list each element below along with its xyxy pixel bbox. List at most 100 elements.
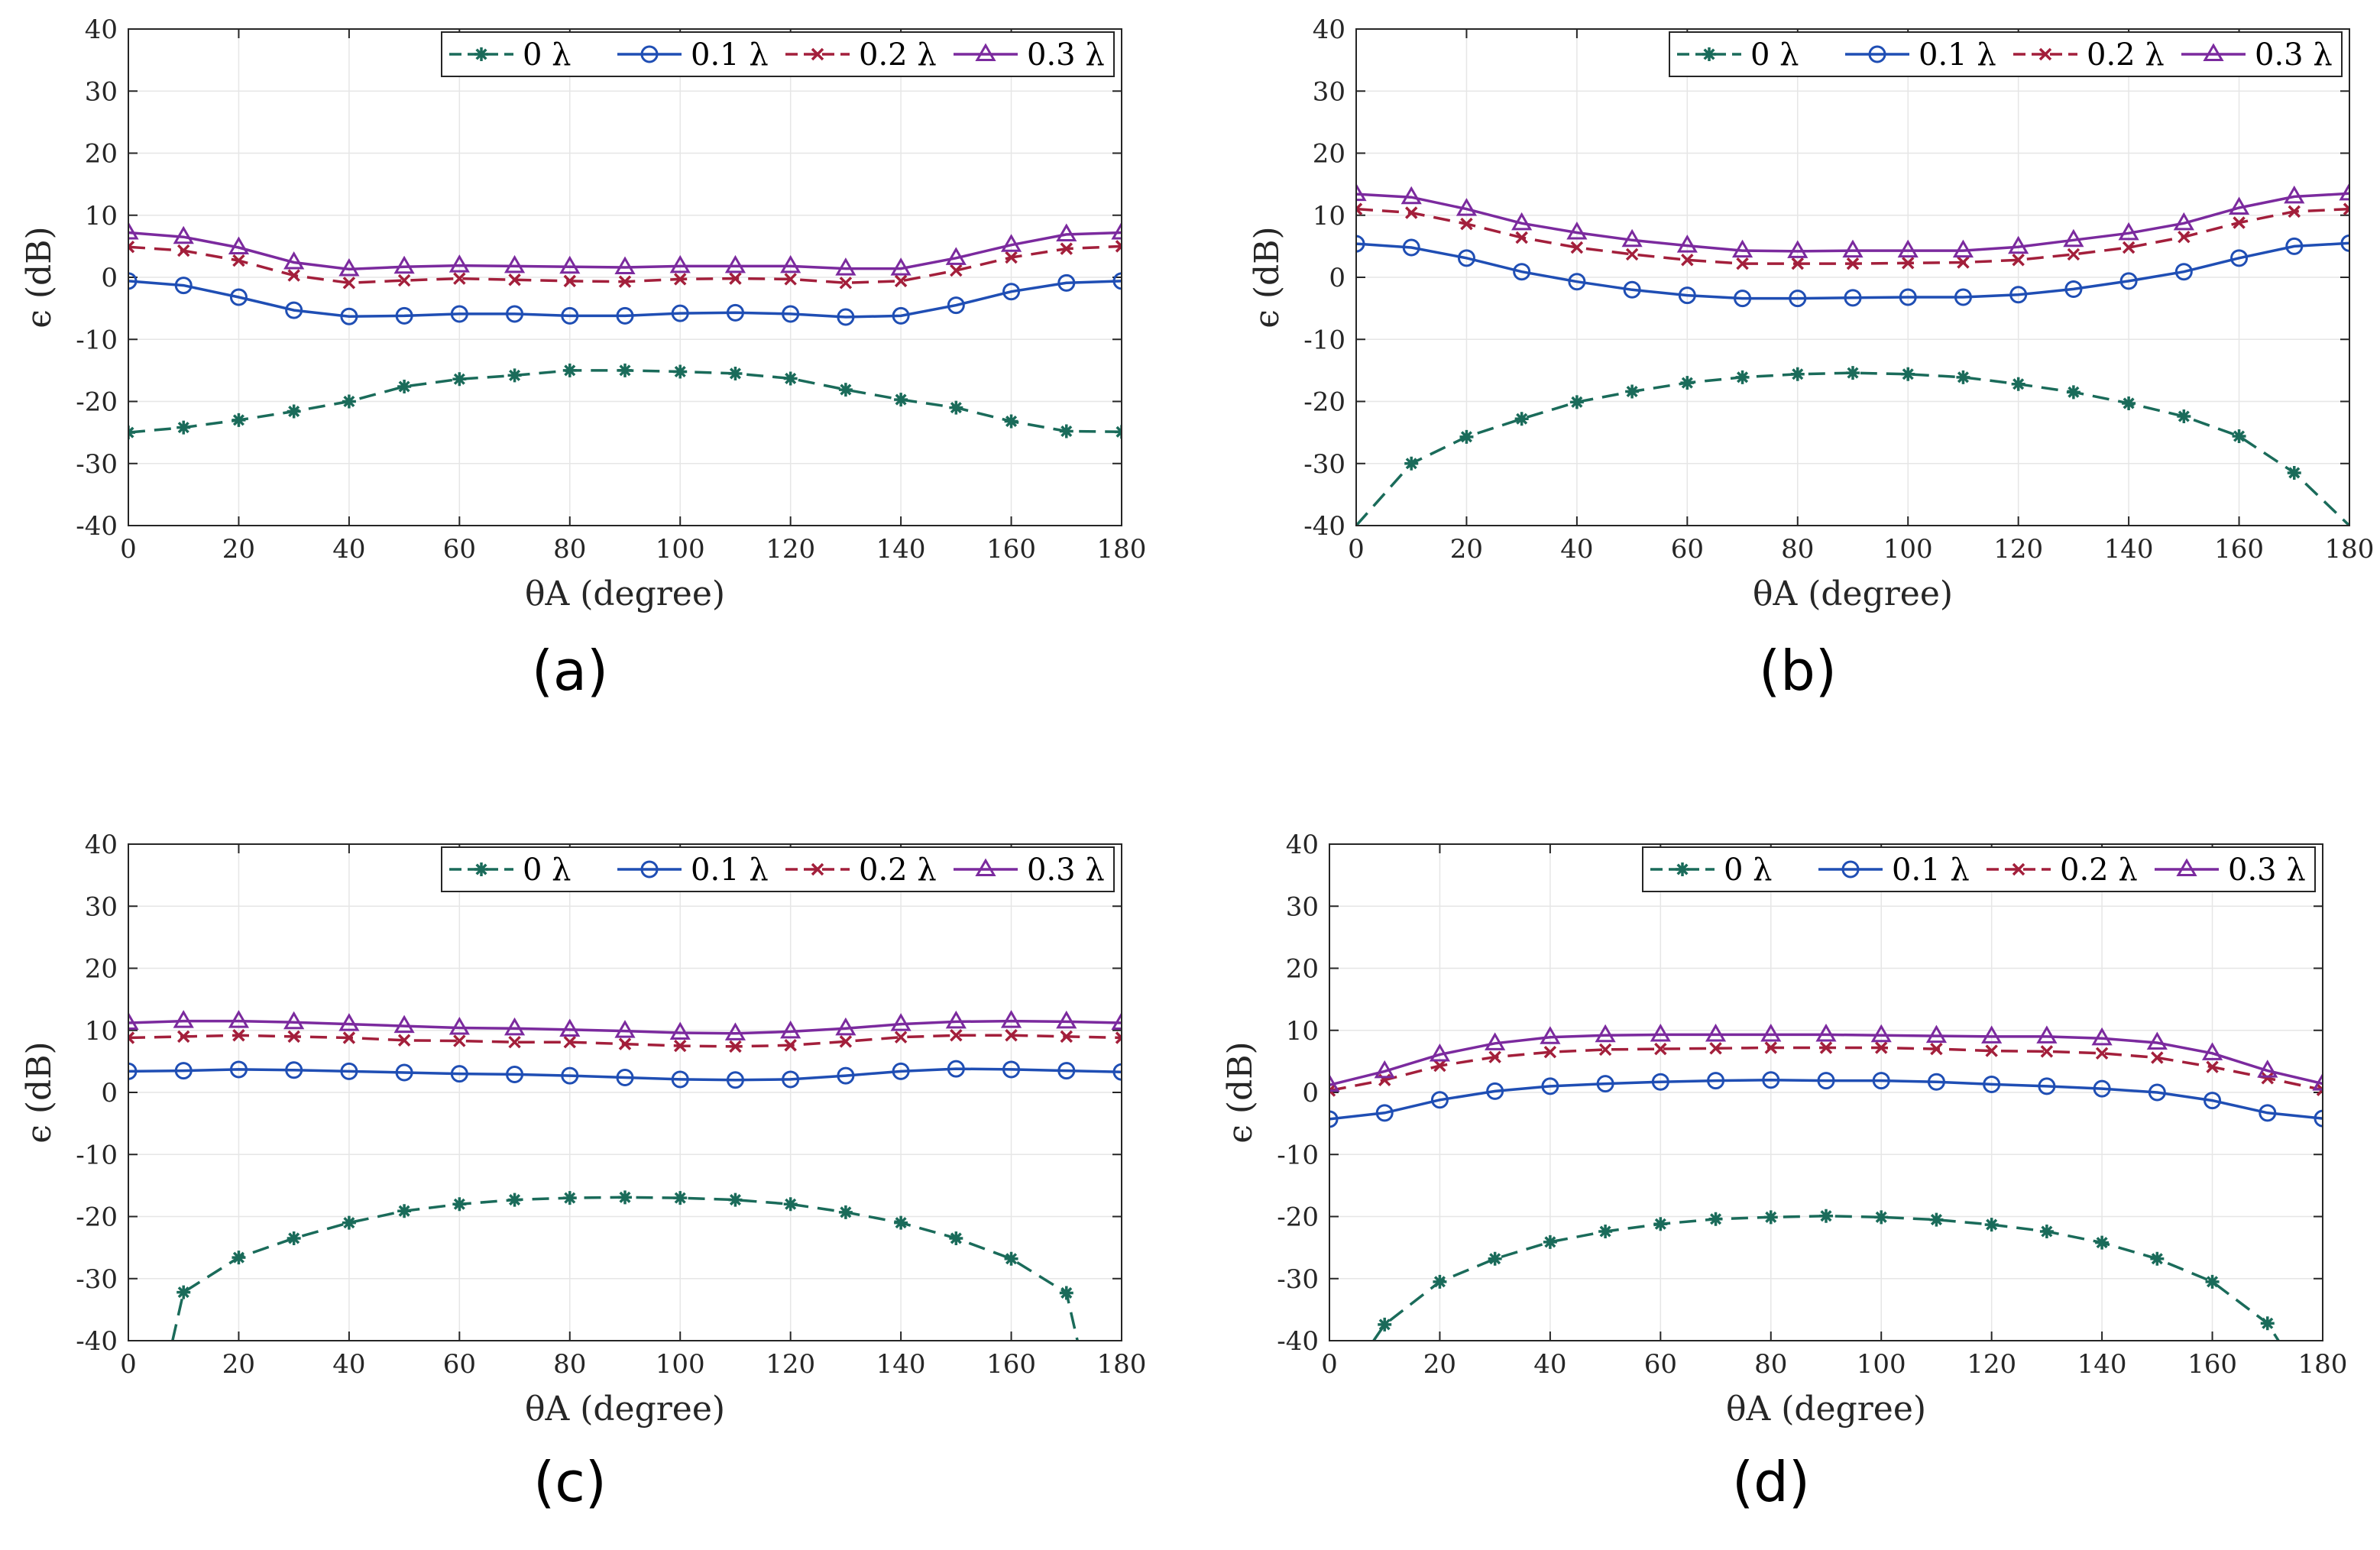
legend: 0 λ 0.1 λ 0.2 λ 0.3 λ (1642, 846, 2316, 892)
data-point-2 (342, 277, 356, 290)
data-point-0 (2260, 1316, 2275, 1331)
data-point-3 (448, 1017, 470, 1035)
data-point-3 (1000, 1010, 1022, 1028)
data-point-3 (669, 254, 691, 273)
data-point-2 (1115, 240, 1122, 253)
data-point-1 (671, 304, 689, 322)
data-point-0 (1598, 1225, 1613, 1238)
data-point-3 (1485, 1032, 1506, 1050)
data-point-1 (726, 1071, 744, 1089)
data-point-1 (2230, 249, 2249, 267)
data-point-0 (1543, 1234, 1557, 1249)
y-tick-label: -10 (76, 325, 118, 355)
data-point-2 (563, 1035, 577, 1049)
data-point-0 (452, 372, 467, 387)
chart-panel-b: 0 20 40 60 80 100 120 140 160 180403020100-10-20-… (1248, 15, 2374, 703)
x-axis-label: θA (degree) (1753, 574, 1953, 613)
data-point-0 (1004, 414, 1018, 429)
chart-panel-c: 0 20 40 60 80 100 120 140 160 180403020100-10-20-… (20, 830, 1146, 1514)
series-group (1329, 1023, 2323, 1341)
legend-marker-3 (2203, 43, 2224, 61)
y-tick-label: -30 (1277, 1264, 1319, 1295)
data-point-3 (1815, 1023, 1837, 1042)
data-point-3 (724, 254, 746, 273)
data-point-2 (1930, 1042, 1943, 1056)
data-point-3 (2118, 222, 2139, 241)
axes-frame (1329, 843, 2323, 1341)
data-point-3 (1870, 1024, 1892, 1043)
legend-label-1: 0.1 λ (691, 853, 769, 888)
data-point-0 (342, 1215, 356, 1230)
data-point-3 (2173, 212, 2194, 231)
data-point-0 (232, 413, 246, 427)
data-point-2 (2178, 230, 2191, 244)
data-point-0 (1488, 1251, 1502, 1266)
data-point-2 (2151, 1051, 2164, 1064)
axes-frame (128, 843, 1122, 1341)
data-point-1 (174, 1062, 193, 1080)
data-point-1 (947, 1060, 965, 1078)
y-tick-label: 0 (1329, 263, 1345, 293)
data-point-0 (2205, 1274, 2220, 1289)
data-point-0 (1059, 424, 1073, 438)
data-point-3 (1621, 228, 1643, 248)
x-tick-label: 80 (1781, 534, 1814, 565)
data-point-3 (2228, 196, 2250, 215)
x-tick-label: 40 (1533, 1349, 1566, 1380)
data-point-2 (673, 273, 687, 286)
data-point-1 (947, 296, 965, 315)
data-point-1 (128, 1062, 138, 1080)
legend-marker-1 (1868, 45, 1886, 63)
data-point-2 (232, 254, 245, 267)
data-point-0 (2287, 465, 2301, 480)
data-point-0 (2095, 1235, 2110, 1250)
y-axis-label: ϵ (dB) (20, 1041, 59, 1143)
data-point-3 (614, 256, 636, 274)
data-point-0 (342, 394, 356, 409)
x-tick-label: 60 (1671, 534, 1704, 565)
data-point-1 (1057, 1062, 1076, 1080)
y-tick-label: -20 (1303, 387, 1345, 418)
data-point-3 (2201, 1042, 2223, 1060)
data-point-1 (1927, 1073, 1945, 1091)
data-point-1 (1817, 1072, 1835, 1090)
x-axis-label: θA (degree) (525, 1390, 725, 1429)
data-point-2 (2095, 1047, 2109, 1060)
data-point-1 (561, 306, 579, 325)
data-point-0 (2066, 385, 2080, 400)
data-point-2 (1846, 257, 1860, 270)
data-point-0 (2150, 1251, 2165, 1266)
data-point-0 (728, 366, 743, 380)
data-point-1 (671, 1070, 689, 1089)
data-point-1 (1402, 238, 1420, 257)
data-point-0 (894, 393, 908, 407)
y-tick-label: 0 (1302, 1078, 1319, 1108)
data-point-3 (1511, 212, 1533, 231)
x-tick-label: 140 (2104, 534, 2154, 565)
data-point-1 (1002, 283, 1021, 301)
data-point-0 (618, 1190, 632, 1205)
data-point-2 (784, 1039, 797, 1052)
data-point-2 (1115, 1031, 1122, 1044)
data-point-0 (507, 368, 522, 383)
data-point-3 (1456, 198, 1478, 216)
legend: 0 λ 0.1 λ 0.2 λ 0.3 λ (1669, 31, 2343, 77)
data-point-3 (1000, 234, 1022, 252)
y-tick-label: 40 (85, 830, 118, 860)
data-point-1 (395, 306, 413, 325)
x-tick-label: 100 (656, 1349, 705, 1380)
data-point-3 (2146, 1031, 2168, 1050)
data-point-1 (2009, 286, 2028, 304)
data-point-1 (450, 1065, 468, 1083)
data-point-0 (673, 364, 688, 379)
data-point-0 (397, 1204, 412, 1218)
y-tick-label: 0 (101, 1078, 118, 1108)
data-point-2 (1433, 1059, 1446, 1073)
series-line-3 (1329, 1033, 2323, 1086)
series-line-1 (1356, 241, 2349, 300)
data-point-2 (1543, 1045, 1557, 1059)
legend-marker-0 (474, 862, 488, 876)
data-point-1 (1762, 1071, 1780, 1089)
data-point-3 (2257, 1060, 2278, 1078)
